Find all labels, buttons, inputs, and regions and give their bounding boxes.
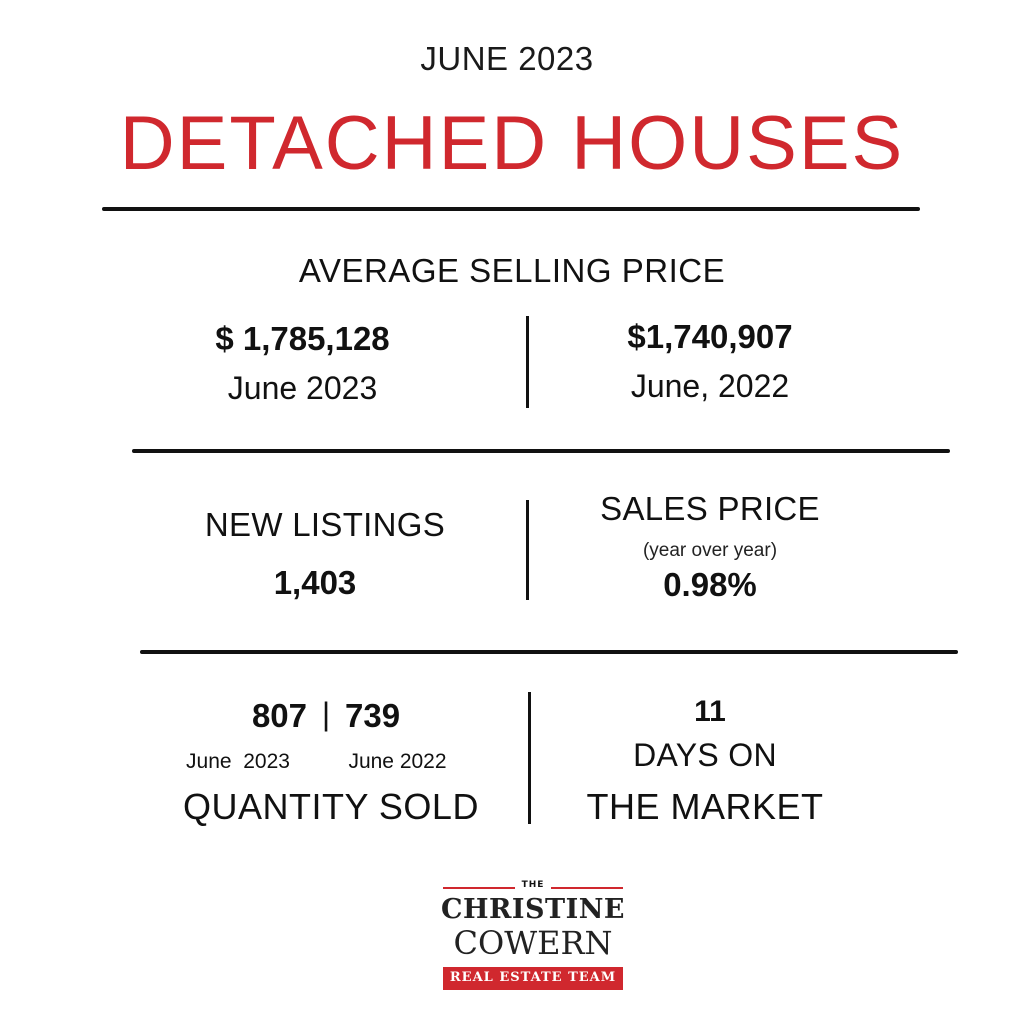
sales-price-label: SALES PRICE [600, 490, 820, 527]
days-on-market-label-line2: THE MARKET [586, 786, 824, 827]
logo-the: THE [521, 880, 545, 890]
logo-rule-left [443, 887, 515, 889]
avg-price-previous-value: $1,740,907 [627, 318, 793, 355]
divider-vertical-1 [526, 316, 529, 408]
report-month: JUNE 2023 [420, 40, 594, 77]
quantity-sold-current-value: 807 [251, 697, 307, 734]
quantity-sold-previous-period: June 2022 [348, 750, 447, 773]
logo-tagline-band: REAL ESTATE TEAM [443, 967, 623, 990]
quantity-sold-label: QUANTITY SOLD [183, 786, 479, 827]
new-listings-label: NEW LISTINGS [204, 506, 446, 543]
new-listings-value: 1,403 [273, 564, 357, 601]
average-selling-price-heading: AVERAGE SELLING PRICE [298, 252, 726, 289]
sales-price-value: 0.98% [663, 566, 757, 603]
logo-tagline: REAL ESTATE TEAM [449, 970, 617, 985]
divider-top [102, 207, 920, 211]
quantity-sold-previous-value: 739 [345, 697, 401, 734]
divider-bottom [140, 650, 958, 654]
avg-price-current-value: $ 1,785,128 [215, 320, 390, 357]
logo-christine: CHRISTINE [440, 894, 626, 925]
quantity-sold-current-period: June 2023 [186, 750, 290, 773]
avg-price-current-period: June 2023 [227, 370, 378, 406]
divider-middle [132, 449, 950, 453]
avg-price-previous-period: June, 2022 [630, 368, 790, 404]
page-title: DETACHED HOUSES [119, 101, 905, 186]
brand-logo: THE CHRISTINE COWERN REAL ESTATE TEAM [438, 878, 628, 994]
days-on-market-label-line1: DAYS ON [633, 737, 777, 773]
quantity-sold-separator: | [321, 696, 331, 732]
sales-price-note: (year over year) [642, 540, 778, 561]
divider-vertical-2 [526, 500, 529, 600]
divider-vertical-3 [528, 692, 531, 824]
days-on-market-value: 11 [694, 695, 726, 728]
logo-rule-right [551, 887, 623, 889]
logo-cowern: COWERN [453, 924, 613, 962]
